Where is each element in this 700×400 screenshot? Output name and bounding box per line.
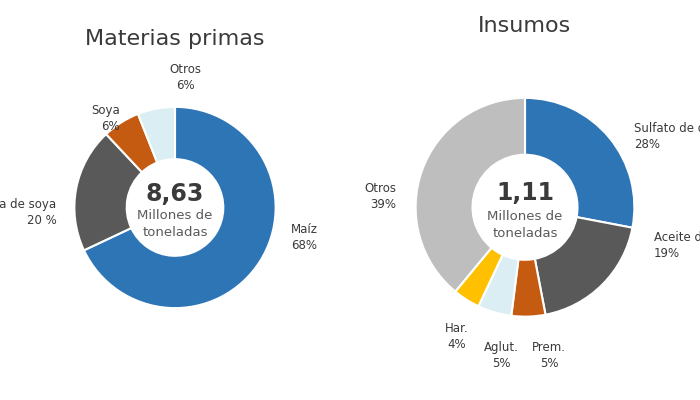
Text: Millones de
toneladas: Millones de toneladas (487, 210, 563, 240)
Text: Otros
6%: Otros 6% (169, 63, 201, 92)
Title: Materias primas: Materias primas (85, 29, 265, 49)
Text: Millones de
toneladas: Millones de toneladas (137, 208, 213, 238)
Wedge shape (106, 114, 158, 172)
Wedge shape (455, 248, 503, 306)
Text: 1,11: 1,11 (496, 181, 554, 205)
Text: Aceite de soya
19%: Aceite de soya 19% (654, 231, 700, 260)
Text: Torta de soya
20 %: Torta de soya 20 % (0, 198, 56, 227)
Text: Prem.
5%: Prem. 5% (532, 341, 566, 370)
Title: Insumos: Insumos (478, 16, 572, 36)
Text: Aglut.
5%: Aglut. 5% (484, 341, 519, 370)
Wedge shape (525, 98, 634, 228)
Wedge shape (535, 217, 632, 315)
Text: 8,63: 8,63 (146, 182, 204, 206)
Text: Otros
39%: Otros 39% (364, 182, 396, 211)
Wedge shape (138, 107, 175, 162)
Wedge shape (416, 98, 525, 292)
Text: Sulfato de disodio
28%: Sulfato de disodio 28% (634, 122, 700, 151)
Text: Maíz
68%: Maíz 68% (290, 223, 318, 252)
Text: Har.
4%: Har. 4% (445, 322, 469, 351)
Wedge shape (511, 259, 545, 317)
Text: Soya
6%: Soya 6% (91, 104, 120, 134)
Wedge shape (84, 107, 276, 308)
Wedge shape (74, 134, 142, 250)
Wedge shape (478, 255, 519, 316)
